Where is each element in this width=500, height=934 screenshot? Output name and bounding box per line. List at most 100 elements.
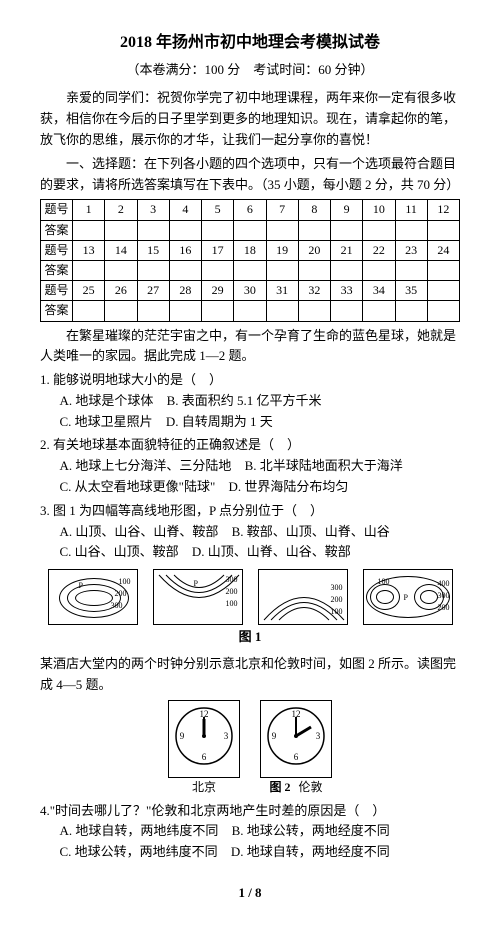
table-row: 答案 [41, 220, 460, 240]
cell: 6 [234, 200, 266, 220]
contour-label: 100 [378, 576, 390, 589]
q4-opt-a: A. 地球自转，两地纬度不同 [60, 821, 219, 842]
row-label: 答案 [41, 220, 73, 240]
p-label: P [404, 592, 408, 605]
cell: 14 [105, 240, 137, 260]
table-row: 题号 123456789101112 [41, 200, 460, 220]
p-label: P [194, 578, 198, 591]
svg-text:9: 9 [272, 731, 277, 741]
q3-opt-b: B. 鞍部、山顶、山脊、山谷 [232, 522, 390, 543]
clock-london: 12 3 6 9 [260, 700, 332, 779]
contour-label: 300 [111, 600, 123, 613]
question-3: 3. 图 1 为四幅等高线地形图，P 点分别位于（ ） [40, 501, 460, 522]
q4-options: A. 地球自转，两地纬度不同 B. 地球公转，两地经度不同 C. 地球公转，两地… [40, 821, 460, 863]
table-row: 题号 131415161718192021222324 [41, 240, 460, 260]
clock-svg: 12 3 6 9 [265, 705, 327, 767]
cell: 17 [202, 240, 234, 260]
clock-label-beijing: 北京 [168, 778, 240, 797]
row-label: 题号 [41, 240, 73, 260]
cell: 21 [331, 240, 363, 260]
cell: 34 [363, 281, 395, 301]
question-2: 2. 有关地球基本面貌特征的正确叙述是（ ） [40, 435, 460, 456]
cell: 29 [202, 281, 234, 301]
contour-label: 200 [438, 602, 450, 615]
svg-text:6: 6 [294, 752, 299, 762]
table-row: 答案 [41, 301, 460, 321]
cell: 5 [202, 200, 234, 220]
row-label: 题号 [41, 281, 73, 301]
cell: 18 [234, 240, 266, 260]
contour-map-1: P 100 200 300 [48, 569, 138, 625]
contour-label: 100 [226, 598, 238, 611]
cell: 12 [427, 200, 459, 220]
cell: 16 [169, 240, 201, 260]
q1-opt-a: A. 地球是个球体 [60, 391, 154, 412]
passage-1: 在繁星璀璨的茫茫宇宙之中，有一个孕育了生命的蓝色星球，她就是人类唯一的家园。据此… [40, 326, 460, 368]
cell: 24 [427, 240, 459, 260]
exam-subtitle: （本卷满分：100 分 考试时间：60 分钟） [40, 60, 460, 81]
svg-text:3: 3 [316, 731, 321, 741]
cell: 26 [105, 281, 137, 301]
cell: 7 [266, 200, 298, 220]
q3-opt-a: A. 山顶、山谷、山脊、鞍部 [60, 522, 219, 543]
cell: 31 [266, 281, 298, 301]
cell: 4 [169, 200, 201, 220]
page-number: 1 / 8 [40, 883, 460, 904]
intro-text: 亲爱的同学们：祝贺你学完了初中地理课程，两年来你一定有很多收获，相信你在今后的日… [40, 88, 460, 150]
cell: 3 [137, 200, 169, 220]
cell: 28 [169, 281, 201, 301]
q1-options: A. 地球是个球体 B. 表面积约 5.1 亿平方千米 C. 地球卫星照片 D.… [40, 391, 460, 433]
q2-opt-c: C. 从太空看地球更像"陆球" [60, 477, 216, 498]
svg-text:3: 3 [224, 731, 229, 741]
cell: 8 [298, 200, 330, 220]
cell: 23 [395, 240, 427, 260]
contour-label: 200 [226, 586, 238, 599]
q3-opt-d: D. 山顶、山脊、山谷、鞍部 [192, 542, 351, 563]
q4-opt-c: C. 地球公转，两地纬度不同 [60, 842, 218, 863]
q4-opt-d: D. 地球自转，两地经度不同 [231, 842, 390, 863]
contour-label: 100 [331, 606, 343, 619]
answer-table: 题号 123456789101112 答案 题号 131415161718192… [40, 199, 460, 321]
q3-options: A. 山顶、山谷、山脊、鞍部 B. 鞍部、山顶、山脊、山谷 C. 山谷、山顶、鞍… [40, 522, 460, 564]
question-1: 1. 能够说明地球大小的是（ ） [40, 370, 460, 391]
cell: 1 [73, 200, 105, 220]
q4-opt-b: B. 地球公转，两地经度不同 [232, 821, 390, 842]
q2-opt-a: A. 地球上七分海洋、三分陆地 [60, 456, 232, 477]
figure-1-row: P 100 200 300 P 300 200 100 300 200 100 … [40, 569, 460, 625]
row-label: 答案 [41, 301, 73, 321]
cell: 35 [395, 281, 427, 301]
figure-1-caption: 图 1 [40, 627, 460, 648]
contour-label: 200 [115, 588, 127, 601]
q1-opt-b: B. 表面积约 5.1 亿平方千米 [167, 391, 322, 412]
p-label: P [79, 580, 83, 593]
cell: 25 [73, 281, 105, 301]
passage-2: 某酒店大堂内的两个时钟分别示意北京和伦敦时间，如图 2 所示。读图完成 4—5 … [40, 654, 460, 696]
contour-label: 300 [226, 574, 238, 587]
london-text: 伦敦 [299, 780, 323, 794]
row-label: 题号 [41, 200, 73, 220]
cell: 22 [363, 240, 395, 260]
contour-map-3: 300 200 100 [258, 569, 348, 625]
cell: 30 [234, 281, 266, 301]
cell: 32 [298, 281, 330, 301]
cell: 19 [266, 240, 298, 260]
cell: 13 [73, 240, 105, 260]
cell: 33 [331, 281, 363, 301]
q2-options: A. 地球上七分海洋、三分陆地 B. 北半球陆地面积大于海洋 C. 从太空看地球… [40, 456, 460, 498]
cell: 20 [298, 240, 330, 260]
figure-2-caption: 图 2 [269, 780, 290, 794]
clock-label-london: 图 2 伦敦 [260, 778, 332, 797]
q1-opt-d: D. 自转周期为 1 天 [166, 412, 273, 433]
contour-label: 300 [438, 590, 450, 603]
table-row: 答案 [41, 260, 460, 280]
q2-opt-d: D. 世界海陆分布均匀 [229, 477, 349, 498]
table-row: 题号 2526272829303132333435 [41, 281, 460, 301]
q1-opt-c: C. 地球卫星照片 [60, 412, 153, 433]
svg-text:9: 9 [180, 731, 185, 741]
contour-label: 200 [331, 594, 343, 607]
contour-label: 100 [119, 576, 131, 589]
clock-beijing: 12 3 6 9 [168, 700, 240, 779]
exam-title: 2018 年扬州市初中地理会考模拟试卷 [40, 30, 460, 56]
contour-label: 300 [331, 582, 343, 595]
cell: 11 [395, 200, 427, 220]
